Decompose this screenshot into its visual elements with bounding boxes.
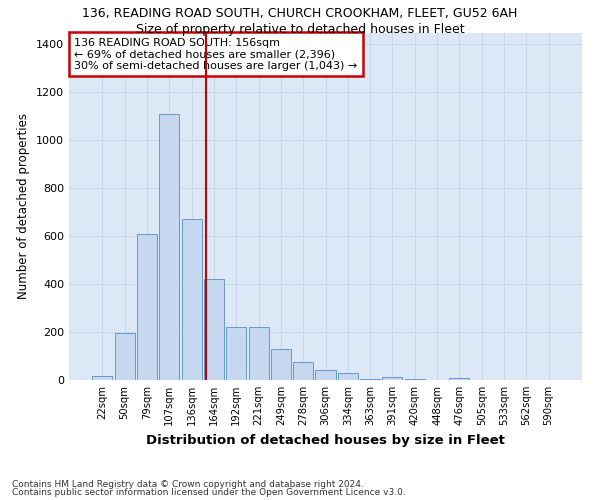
Bar <box>405 379 425 380</box>
Text: Size of property relative to detached houses in Fleet: Size of property relative to detached ho… <box>136 22 464 36</box>
Bar <box>204 280 224 380</box>
Bar <box>182 220 202 380</box>
Bar <box>338 374 358 380</box>
Y-axis label: Number of detached properties: Number of detached properties <box>17 114 31 299</box>
X-axis label: Distribution of detached houses by size in Fleet: Distribution of detached houses by size … <box>146 434 505 446</box>
Bar <box>293 362 313 380</box>
Text: 136, READING ROAD SOUTH, CHURCH CROOKHAM, FLEET, GU52 6AH: 136, READING ROAD SOUTH, CHURCH CROOKHAM… <box>82 8 518 20</box>
Bar <box>382 377 403 380</box>
Bar <box>248 328 269 380</box>
Bar <box>226 328 246 380</box>
Text: Contains public sector information licensed under the Open Government Licence v3: Contains public sector information licen… <box>12 488 406 497</box>
Bar <box>92 376 112 380</box>
Bar <box>159 114 179 380</box>
Bar <box>449 378 469 380</box>
Bar <box>115 334 135 380</box>
Bar <box>137 234 157 380</box>
Bar <box>316 370 335 380</box>
Bar <box>271 349 291 380</box>
Text: 136 READING ROAD SOUTH: 156sqm
← 69% of detached houses are smaller (2,396)
30% : 136 READING ROAD SOUTH: 156sqm ← 69% of … <box>74 38 358 71</box>
Bar <box>360 379 380 380</box>
Text: Contains HM Land Registry data © Crown copyright and database right 2024.: Contains HM Land Registry data © Crown c… <box>12 480 364 489</box>
